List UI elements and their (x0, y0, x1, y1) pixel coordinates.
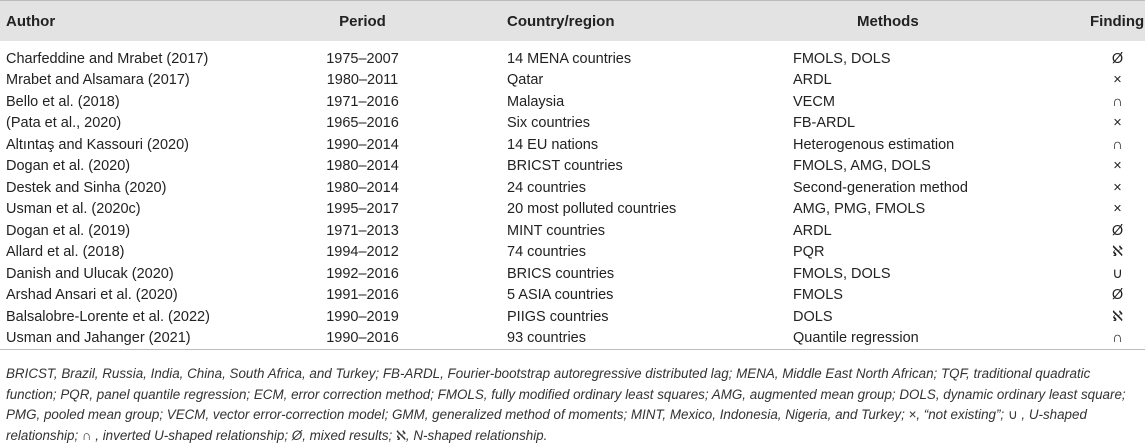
header-cell: Finding (1090, 0, 1145, 41)
table-cell: 14 MENA countries (507, 50, 632, 67)
table-cell: BRICST countries (507, 158, 623, 175)
table-cell: ∩ (1112, 93, 1123, 110)
table-cell: ARDL (793, 72, 832, 89)
header-cell: Period (300, 0, 425, 41)
table-cell: × (1113, 201, 1122, 218)
table-cell: Altıntaş and Kassouri (2020) (6, 136, 189, 153)
table-cell: 74 countries (507, 244, 586, 261)
table-cell: 1980–2014 (326, 179, 399, 196)
table-cell: Danish and Ulucak (2020) (6, 265, 174, 282)
table-cell: ∩ (1090, 327, 1145, 350)
table-cell: Qatar (507, 72, 544, 89)
table-row: Usman and Jahanger (2021) 1990–2016 93 cou… (0, 327, 1145, 350)
table-cell: Charfeddine and Mrabet (2017) (6, 50, 209, 67)
table-row: Usman et al. (2020c) 1995–2017 20 most pol… (0, 199, 1145, 221)
table-cell: 1980–2014 (326, 158, 399, 175)
table-cell: 1990–2016 (300, 327, 425, 350)
table-cell: Dogan et al. (2020) (6, 158, 131, 175)
table-cell: 1990–2019 (326, 308, 399, 325)
table-cell: Usman et al. (2020c) (6, 201, 141, 218)
table-cell: 1980–2011 (326, 72, 399, 89)
table-row: Dogan et al. (2020) 1980–2014 BRICST count… (0, 156, 1145, 178)
header-cell: Country/region (425, 0, 790, 41)
table-cell: 93 countries (425, 327, 790, 350)
table-cell: BRICS countries (507, 265, 615, 282)
table-cell: ℵ (1112, 244, 1123, 261)
table-cell: PIIGS countries (507, 308, 609, 325)
table-cell: 5 ASIA countries (507, 287, 614, 304)
table-cell: Destek and Sinha (2020) (6, 179, 167, 196)
table-body: Charfeddine and Mrabet (2017) 1975–2007 14… (0, 41, 1145, 350)
table-cell: 1991–2016 (326, 287, 399, 304)
table-cell: Ø (1111, 287, 1124, 304)
header-cell: Methods (790, 0, 1090, 41)
table-cell: Mrabet and Alsamara (2017) (6, 72, 190, 89)
table-cell: PQR (793, 244, 825, 261)
table-cell: 1965–2016 (326, 115, 399, 132)
table-cell: ∪ (1112, 265, 1123, 282)
table-row: Balsalobre-Lorente et al. (2022) 1990–201… (0, 306, 1145, 328)
table-cell: FMOLS, DOLS (793, 265, 891, 282)
table-row: (Pata et al., 2020) 1965–2016 Six countrie… (0, 113, 1145, 135)
header-cell: Author (0, 0, 300, 41)
table-cell: Quantile regression (790, 327, 1090, 350)
table-cell: AMG, PMG, FMOLS (793, 201, 926, 218)
table-row: Charfeddine and Mrabet (2017) 1975–2007 14… (0, 48, 1145, 70)
table-row: Dogan et al. (2019) 1971–2013 MINT countri… (0, 220, 1145, 242)
table-cell: FMOLS (793, 287, 843, 304)
table-cell: 20 most polluted countries (507, 201, 677, 218)
table-cell: VECM (793, 93, 835, 110)
table-cell: 1992–2016 (326, 265, 399, 282)
table-row: Arshad Ansari et al. (2020) 1991–2016 5 AS… (0, 285, 1145, 307)
table-cell: 14 EU nations (507, 136, 599, 153)
table-row: Altıntaş and Kassouri (2020) 1990–2014 14 … (0, 134, 1145, 156)
table-cell: 1975–2007 (326, 50, 399, 67)
table-cell: Six countries (507, 115, 591, 132)
table-cell: Second-generation method (793, 179, 968, 196)
table-cell: Balsalobre-Lorente et al. (2022) (6, 308, 210, 325)
table-cell: FB-ARDL (793, 115, 856, 132)
table-cell: Heterogenous estimation (793, 136, 955, 153)
table-cell: DOLS (793, 308, 833, 325)
table-row: Destek and Sinha (2020) 1980–2014 24 count… (0, 177, 1145, 199)
footnote: BRICST, Brazil, Russia, India, China, So… (6, 366, 1126, 443)
table-cell: 1994–2012 (326, 244, 399, 261)
table-cell: × (1113, 115, 1122, 132)
table-cell: 1990–2014 (326, 136, 399, 153)
table-row: Danish and Ulucak (2020) 1992–2016 BRICS c… (0, 263, 1145, 285)
table-cell: Dogan et al. (2019) (6, 222, 131, 239)
table-cell: 1995–2017 (326, 201, 399, 218)
table-cell: MINT countries (507, 222, 606, 239)
table-row: Allard et al. (2018) 1994–2012 74 countrie… (0, 242, 1145, 264)
table-header: Author Period Country/region Methods Finding (0, 0, 1145, 41)
header-row: Author Period Country/region Methods Finding (0, 0, 1145, 41)
table-cell: 1971–2016 (326, 93, 399, 110)
table-cell: × (1113, 72, 1122, 89)
table-cell: Bello et al. (2018) (6, 93, 120, 110)
table-cell: 24 countries (507, 179, 586, 196)
table-cell: ℵ (1112, 308, 1123, 325)
table-cell: Arshad Ansari et al. (2020) (6, 287, 178, 304)
spacer (0, 41, 1145, 48)
table-cell: 1971–2013 (326, 222, 399, 239)
table-cell: × (1113, 179, 1122, 196)
table-cell: Allard et al. (2018) (6, 244, 125, 261)
data-table: Author Period Country/region Methods Finding… (0, 0, 1145, 350)
table-row: Bello et al. (2018) 1971–2016 Malaysia VECM… (0, 91, 1145, 113)
table-cell: FMOLS, AMG, DOLS (793, 158, 931, 175)
table-cell: × (1113, 158, 1122, 175)
table-cell: FMOLS, DOLS (793, 50, 891, 67)
table-cell: Malaysia (507, 93, 565, 110)
table-cell: Ø (1111, 50, 1124, 67)
table-row: Mrabet and Alsamara (2017) 1980–2011 Qatar… (0, 70, 1145, 92)
table-cell: Usman and Jahanger (2021) (0, 327, 300, 350)
table-cell: ARDL (793, 222, 832, 239)
table-cell: ∩ (1112, 136, 1123, 153)
table-cell: Ø (1111, 222, 1124, 239)
table-cell: (Pata et al., 2020) (6, 115, 122, 132)
